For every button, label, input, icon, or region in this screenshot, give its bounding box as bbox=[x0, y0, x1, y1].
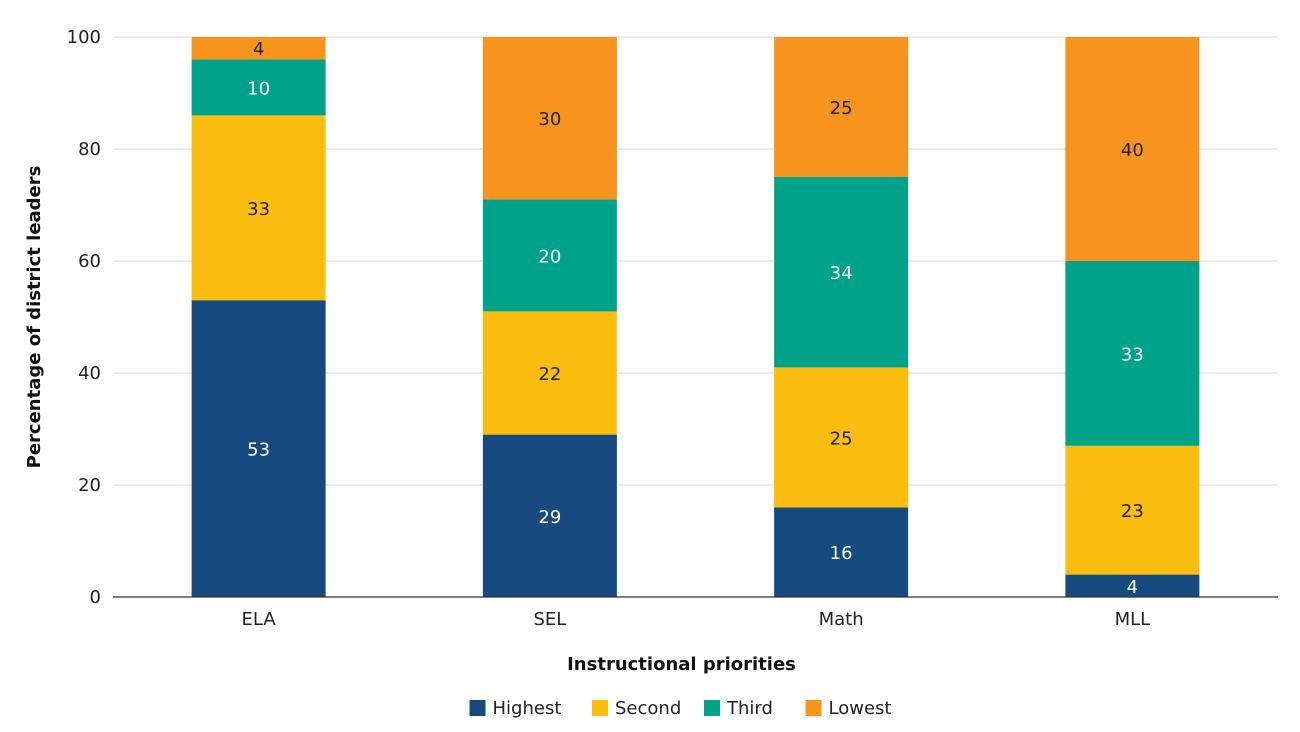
data-label: 33 bbox=[247, 199, 270, 220]
legend-item-lowest: Lowest bbox=[805, 698, 892, 719]
legend-swatch bbox=[805, 700, 822, 716]
bar-stack-mll: 4 23 33 40 bbox=[1065, 37, 1200, 598]
bar-segment-math-lowest bbox=[774, 37, 909, 177]
bar-segment-ela-lowest bbox=[191, 37, 326, 60]
bar-segment-ela-highest bbox=[191, 300, 326, 597]
y-tick-label: 60 bbox=[78, 251, 101, 272]
legend-swatch bbox=[469, 700, 486, 716]
legend-label: Lowest bbox=[829, 698, 892, 719]
x-tick-label: MLL bbox=[1115, 609, 1151, 630]
legend-swatch bbox=[592, 700, 608, 716]
legend-label: Second bbox=[615, 698, 681, 719]
y-tick-label: 80 bbox=[78, 139, 101, 160]
data-label: 10 bbox=[247, 78, 270, 99]
bar-stack-sel: 29 22 20 30 bbox=[482, 37, 617, 597]
data-label: 30 bbox=[538, 109, 561, 130]
bar-stack-math: 16 25 34 25 bbox=[774, 37, 909, 597]
data-label: 34 bbox=[830, 263, 853, 284]
legend-label: Highest bbox=[493, 698, 562, 719]
bar-segment-math-highest bbox=[774, 507, 909, 597]
y-tick-label: 20 bbox=[78, 475, 101, 496]
bar-segment-mll-second bbox=[1065, 445, 1200, 575]
y-axis-title: Percentage of district leaders bbox=[24, 166, 45, 469]
x-tick-label: ELA bbox=[242, 609, 277, 630]
data-label: 25 bbox=[830, 428, 853, 449]
bar-segment-sel-lowest bbox=[482, 37, 617, 200]
bar-segment-sel-highest bbox=[482, 434, 617, 597]
x-axis-title: Instructional priorities bbox=[567, 654, 796, 675]
bars: 53 33 10 4 29 22 20 30 16 25 34 25 4 23 33 40 bbox=[191, 37, 1200, 598]
bar-segment-mll-highest bbox=[1065, 574, 1200, 597]
bar-segment-mll-third bbox=[1065, 261, 1200, 446]
bar-segment-mll-lowest bbox=[1065, 37, 1200, 261]
legend: Highest Second Third Lowest bbox=[469, 698, 892, 719]
bar-segment-sel-second bbox=[482, 311, 617, 435]
bar-segment-math-second bbox=[774, 367, 909, 508]
legend-item-second: Second bbox=[592, 698, 681, 719]
data-label: 4 bbox=[253, 39, 264, 60]
legend-item-third: Third bbox=[704, 698, 773, 719]
legend-swatch bbox=[704, 700, 720, 716]
data-label: 4 bbox=[1127, 577, 1138, 598]
data-label: 23 bbox=[1121, 501, 1144, 522]
bar-segment-ela-second bbox=[191, 115, 326, 301]
data-label: 40 bbox=[1121, 140, 1144, 161]
x-tick-label: SEL bbox=[533, 609, 566, 630]
y-tick-label: 0 bbox=[90, 587, 101, 608]
data-label: 20 bbox=[538, 246, 561, 267]
data-label: 22 bbox=[538, 364, 561, 385]
data-label: 16 bbox=[830, 543, 853, 564]
x-tick-label: Math bbox=[819, 609, 864, 630]
legend-label: Third bbox=[726, 698, 773, 719]
x-axis-ticks: ELA SEL Math MLL bbox=[242, 609, 1151, 630]
data-label: 53 bbox=[247, 440, 270, 461]
data-label: 29 bbox=[538, 507, 561, 528]
bar-segment-ela-third bbox=[191, 59, 326, 116]
y-tick-label: 100 bbox=[67, 27, 101, 48]
bar-stack-ela: 53 33 10 4 bbox=[191, 37, 326, 597]
y-tick-label: 40 bbox=[78, 363, 101, 384]
bar-segment-sel-third bbox=[482, 199, 617, 312]
data-label: 33 bbox=[1121, 344, 1144, 365]
y-axis-ticks: 0 20 40 60 80 100 bbox=[67, 27, 101, 608]
bar-segment-math-third bbox=[774, 177, 909, 368]
data-label: 25 bbox=[830, 98, 853, 119]
legend-item-highest: Highest bbox=[469, 698, 562, 719]
